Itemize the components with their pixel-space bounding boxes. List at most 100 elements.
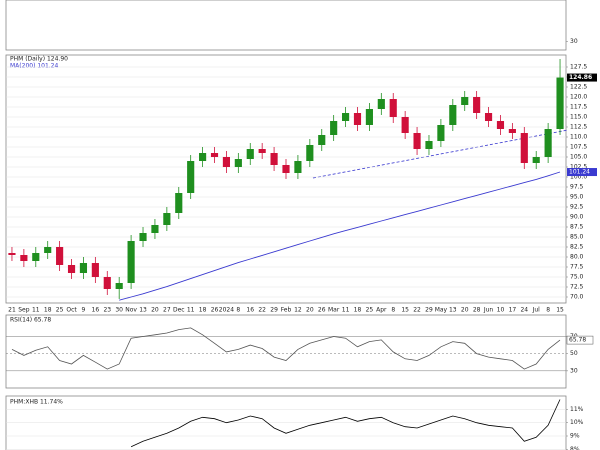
y-tick-label: 122.5 (570, 84, 587, 91)
y-tick-label: 9% (570, 433, 580, 440)
candle-body (342, 113, 350, 121)
x-tick-label: 15 (556, 307, 564, 314)
x-tick-label: 10 (497, 307, 505, 314)
candle-body (377, 99, 385, 109)
candle-body (32, 253, 40, 261)
candle-body (532, 157, 540, 163)
y-tick-label: 30 (570, 38, 578, 45)
y-tick-label: 87.5 (570, 224, 584, 231)
y-tick-label: 110.0 (570, 134, 587, 141)
x-tick-label: 20 (461, 307, 469, 314)
candle-body (151, 225, 159, 233)
y-tick-label: 8% (570, 446, 580, 450)
x-tick-label: 8 (546, 307, 550, 314)
x-tick-label: 11 (187, 307, 195, 314)
x-tick-label: 30 (115, 307, 123, 314)
candle-body (389, 99, 397, 117)
x-tick-label: Dec (173, 307, 185, 314)
y-tick-label: 102.5 (570, 164, 587, 171)
y-tick-label: 100.0 (570, 174, 587, 181)
top-panel (5, 0, 567, 51)
candle-body (91, 263, 99, 277)
y-tick-label: 50 (570, 350, 578, 357)
candle-body (115, 283, 123, 289)
y-tick-label: 112.5 (570, 124, 587, 131)
candle-body (449, 105, 457, 125)
x-tick-label: 29 (270, 307, 278, 314)
candle-body (353, 113, 362, 125)
candle-body (294, 161, 302, 173)
x-tick-label: 22 (413, 307, 421, 314)
candle-body (56, 247, 64, 265)
candle-body (365, 109, 373, 125)
candle-body (508, 129, 516, 133)
x-tick-label: 29 (425, 307, 433, 314)
y-tick-label: 82.5 (570, 244, 584, 251)
ma-label: 101.24 (569, 169, 590, 176)
candle-body (318, 135, 326, 145)
candle-body (461, 97, 469, 105)
candle-body (210, 153, 219, 157)
candle-body (520, 133, 528, 163)
y-tick-label: 92.5 (570, 204, 584, 211)
x-tick-label: 28 (473, 307, 481, 314)
y-tick-label: 85.0 (570, 234, 584, 241)
x-tick-label: Jun (483, 307, 494, 314)
x-tick-label: 27 (163, 307, 171, 314)
candle-body (544, 129, 552, 157)
x-tick-label: 25 (56, 307, 64, 314)
candle-body (163, 213, 171, 225)
y-tick-label: 120.0 (570, 94, 587, 101)
x-tick-label: 24 (520, 307, 528, 314)
candle-body (139, 233, 147, 241)
candle-body (306, 145, 314, 161)
candle-body (473, 97, 481, 113)
series-line (119, 171, 561, 301)
candle-body (234, 159, 242, 167)
candle-body (282, 165, 290, 173)
x-tick-label: 22 (258, 307, 266, 314)
candle-body (175, 193, 183, 213)
y-tick-label: 72.5 (570, 284, 584, 291)
candle-body (246, 149, 254, 159)
x-tick-label: 8 (391, 307, 395, 314)
x-tick-label: 18 (44, 307, 52, 314)
x-tick-label: 26 (211, 307, 219, 314)
x-tick-label: May (435, 307, 448, 314)
x-tick-label: 18 (354, 307, 362, 314)
y-tick-label: 77.5 (570, 264, 584, 271)
candle-body (8, 253, 16, 255)
candle-body (258, 149, 266, 153)
x-tick-label: Mar (328, 307, 340, 314)
x-tick-label: Sep (18, 307, 30, 314)
legend-entry: MA(200) 101.24 (10, 63, 58, 70)
series-line (11, 327, 561, 370)
candle-body (79, 263, 88, 273)
x-tick-label: Jul (532, 307, 541, 314)
candle-body (127, 241, 135, 283)
rsi-panel (5, 314, 567, 389)
candle-body (67, 265, 76, 273)
x-tick-label: 15 (401, 307, 409, 314)
candle-body (425, 141, 433, 149)
x-tick-label: 18 (199, 307, 207, 314)
x-tick-label: 20 (151, 307, 159, 314)
candle-body (199, 153, 207, 161)
candle-body (401, 117, 409, 133)
candle-body (496, 121, 505, 129)
y-tick-label: 90.0 (570, 214, 584, 221)
y-tick-label: 107.5 (570, 144, 587, 151)
last-value-label: 65.78 (569, 337, 586, 344)
candle-body (413, 133, 421, 149)
y-tick-label: 10% (570, 419, 584, 426)
x-tick-label: Nov (125, 307, 137, 314)
candle-body (270, 153, 278, 165)
x-tick-label: 11 (342, 307, 350, 314)
candle-body (222, 157, 230, 167)
x-tick-label: 16 (92, 307, 100, 314)
x-tick-label: Oct (66, 307, 77, 314)
candle-body (20, 255, 28, 261)
y-tick-label: 75.0 (570, 274, 584, 281)
x-tick-label: 20 (306, 307, 314, 314)
x-tick-label: 12 (294, 307, 302, 314)
